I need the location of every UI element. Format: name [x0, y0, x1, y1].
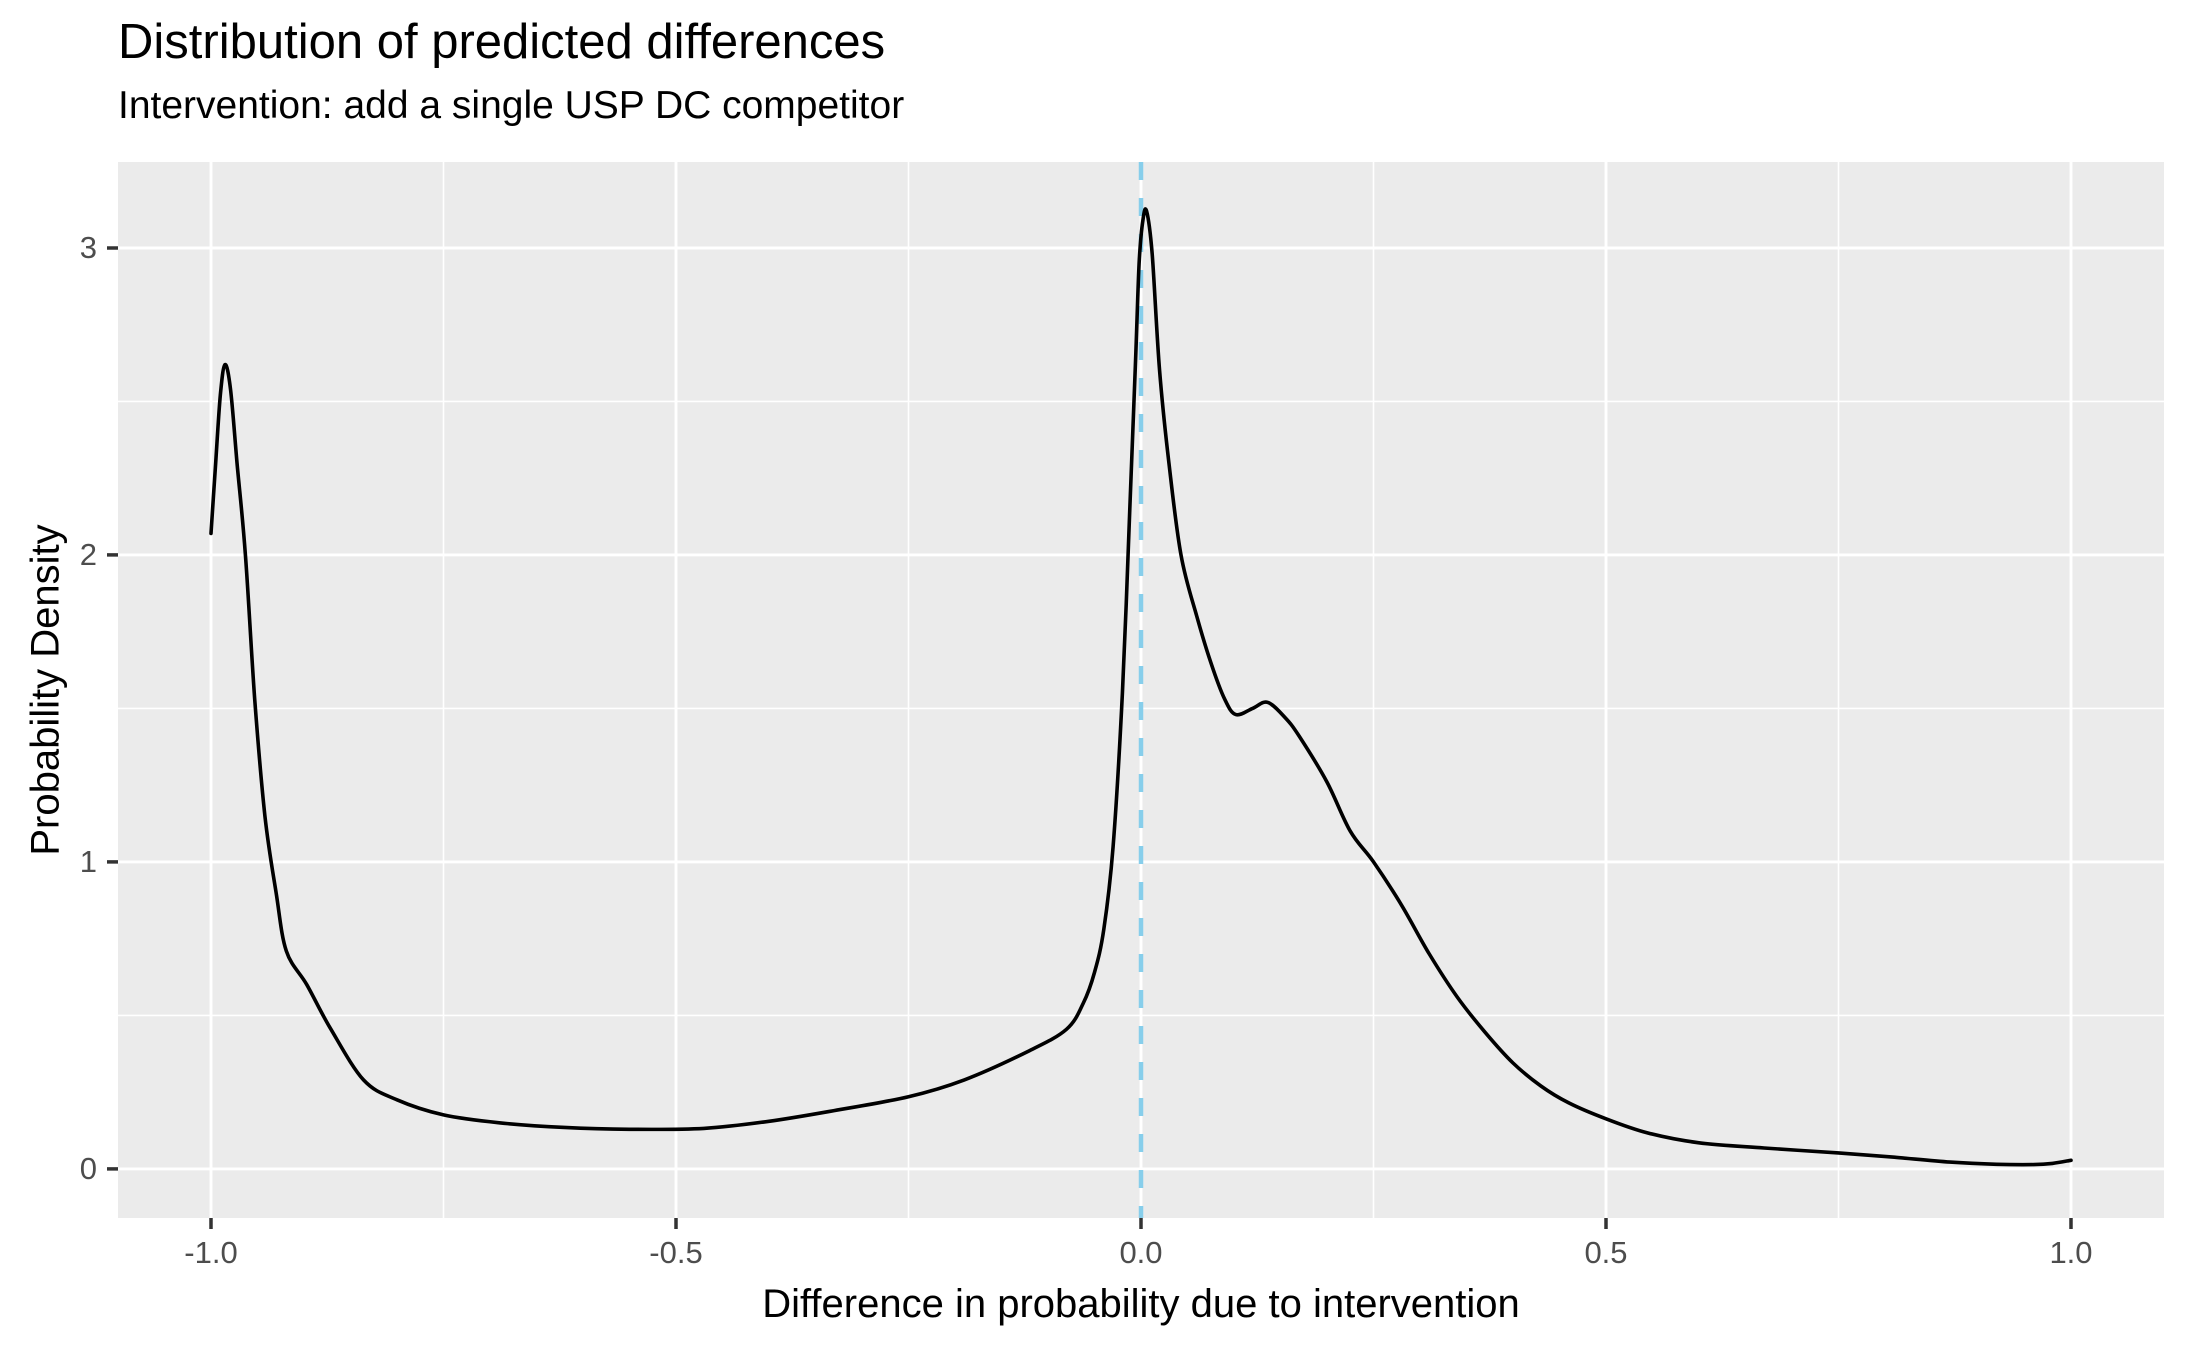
x-tick-label: -0.5	[649, 1235, 703, 1270]
x-tick-label: -1.0	[184, 1235, 238, 1270]
y-tick-label: 0	[79, 1150, 97, 1186]
x-tick-label: 1.0	[2049, 1235, 2093, 1270]
chart-title: Distribution of predicted differences	[118, 15, 886, 69]
y-tick-label: 2	[79, 536, 97, 572]
y-axis-title: Probability Density	[23, 524, 68, 856]
y-tick-label: 3	[79, 230, 97, 265]
chart-subtitle: Intervention: add a single USP DC compet…	[118, 84, 905, 127]
x-tick-label: 0.0	[1119, 1235, 1163, 1270]
x-tick-label: 0.5	[1584, 1235, 1628, 1270]
y-tick-label: 1	[79, 843, 97, 879]
density-curve	[209, 207, 2073, 1167]
x-axis-title: Difference in probability due to interve…	[762, 1282, 1520, 1326]
